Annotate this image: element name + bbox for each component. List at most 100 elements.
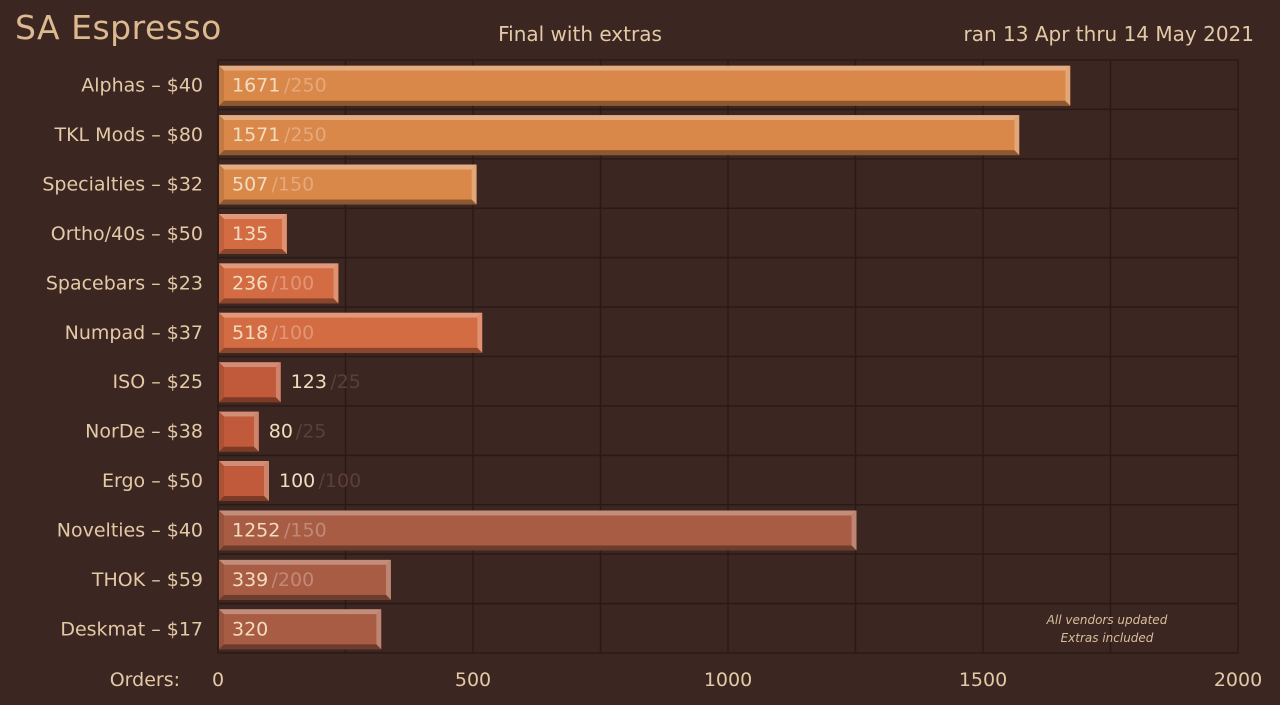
- bar-face: [224, 169, 472, 200]
- bar-bevel-left: [219, 461, 224, 502]
- value-label: 236: [232, 272, 268, 294]
- bar-bevel-left: [219, 213, 224, 254]
- bar-bevel-right: [385, 559, 391, 600]
- bar-bevel-bottom: [219, 496, 269, 502]
- bar-bevel-top: [219, 461, 269, 467]
- bar-face: [224, 416, 254, 447]
- chart-note: All vendors updated Extras included: [1000, 611, 1214, 647]
- minimum-label: /100: [319, 470, 362, 492]
- value-label: 80: [269, 421, 293, 443]
- note-line-2: Extras included: [1060, 631, 1154, 645]
- value-label: 320: [232, 618, 268, 640]
- category-label: Novelties – $40: [57, 519, 203, 541]
- value-label: 339: [232, 569, 268, 591]
- minimum-label: /200: [272, 569, 315, 591]
- bar-bevel-bottom: [219, 100, 1071, 106]
- bar-face: [224, 70, 1066, 101]
- category-label: THOK – $59: [91, 569, 203, 591]
- category-label: TKL Mods – $80: [53, 124, 203, 146]
- minimum-label: /250: [284, 124, 327, 146]
- bar-bevel-bottom: [219, 397, 281, 403]
- category-label: Specialties – $32: [42, 174, 203, 196]
- minimum-label: /150: [284, 519, 327, 541]
- bar-bevel-left: [219, 263, 224, 304]
- value-label: 135: [232, 223, 268, 245]
- bar-bevel-right: [333, 263, 339, 304]
- bar-face: [224, 268, 334, 299]
- bar-bevel-top: [219, 362, 281, 368]
- x-tick-label: 1000: [704, 669, 752, 691]
- category-label: Alphas – $40: [81, 75, 203, 97]
- x-tick-label: 0: [212, 669, 224, 691]
- bar-bevel-left: [219, 115, 224, 156]
- bar-bevel-right: [471, 164, 477, 205]
- value-label: 1252: [232, 519, 280, 541]
- bar-bevel-top: [219, 164, 477, 170]
- minimum-label: /250: [284, 75, 327, 97]
- bar-bevel-bottom: [219, 644, 382, 650]
- bar-bevel-right: [275, 362, 281, 403]
- minimum-label: /100: [272, 272, 315, 294]
- bar-bevel-right: [1065, 65, 1071, 106]
- bar-bevel-left: [219, 609, 224, 650]
- category-label: Deskmat – $17: [60, 618, 203, 640]
- bar-face: [224, 317, 478, 348]
- bar-bevel-left: [219, 559, 224, 600]
- bar-bevel-top: [219, 510, 857, 516]
- value-label: 123: [291, 371, 327, 393]
- bar-bevel-bottom: [219, 545, 857, 551]
- x-tick-label: 2000: [1214, 669, 1262, 691]
- bar-bevel-left: [219, 510, 224, 551]
- category-label: Ortho/40s – $50: [51, 223, 203, 245]
- x-axis-label: Orders:: [110, 669, 180, 691]
- bar-bevel-bottom: [219, 150, 1020, 156]
- bar-bevel-left: [219, 411, 224, 452]
- bar-bevel-right: [281, 213, 287, 254]
- bar-face: [224, 564, 386, 595]
- bar-bevel-bottom: [219, 298, 339, 304]
- value-label: 1671: [232, 75, 280, 97]
- bar-face: [224, 515, 852, 546]
- category-label: NorDe – $38: [85, 421, 203, 443]
- x-tick-label: 1500: [959, 669, 1007, 691]
- bar-bevel-bottom: [219, 594, 391, 600]
- minimum-label: /25: [330, 371, 361, 393]
- bar-bevel-top: [219, 65, 1071, 71]
- category-label: Numpad – $37: [65, 322, 203, 344]
- bar-bevel-top: [219, 115, 1020, 121]
- chart-subtitle: Final with extras: [498, 22, 662, 46]
- minimum-label: /150: [272, 174, 315, 196]
- bar-bevel-bottom: [219, 446, 259, 452]
- bar-bevel-right: [1014, 115, 1020, 156]
- bar-bevel-top: [219, 263, 339, 269]
- bar-face: [224, 218, 282, 249]
- bar-bevel-bottom: [219, 199, 477, 205]
- category-label: ISO – $25: [113, 371, 203, 393]
- value-label: 1571: [232, 124, 280, 146]
- x-tick-label: 500: [455, 669, 491, 691]
- value-label: 507: [232, 174, 268, 196]
- chart-title: SA Espresso: [15, 8, 222, 47]
- bar-bevel-right: [477, 312, 483, 353]
- bar-bevel-left: [219, 312, 224, 353]
- bar-bevel-right: [264, 461, 269, 502]
- bar-bevel-top: [219, 312, 483, 318]
- minimum-label: /100: [272, 322, 315, 344]
- bar-bevel-bottom: [219, 347, 483, 353]
- bar-bevel-right: [376, 609, 382, 650]
- bar-bevel-left: [219, 164, 224, 205]
- bar-bevel-left: [219, 65, 224, 106]
- minimum-label: /25: [296, 421, 327, 443]
- value-label: 100: [279, 470, 315, 492]
- bar-face: [224, 614, 377, 645]
- bar-bevel-top: [219, 559, 391, 565]
- bar-bevel-left: [219, 362, 224, 403]
- date-range: ran 13 Apr thru 14 May 2021: [963, 22, 1254, 46]
- bar-face: [224, 466, 264, 497]
- bar-bevel-bottom: [219, 248, 287, 254]
- category-label: Spacebars – $23: [46, 272, 203, 294]
- bar-face: [224, 367, 276, 398]
- value-label: 518: [232, 322, 268, 344]
